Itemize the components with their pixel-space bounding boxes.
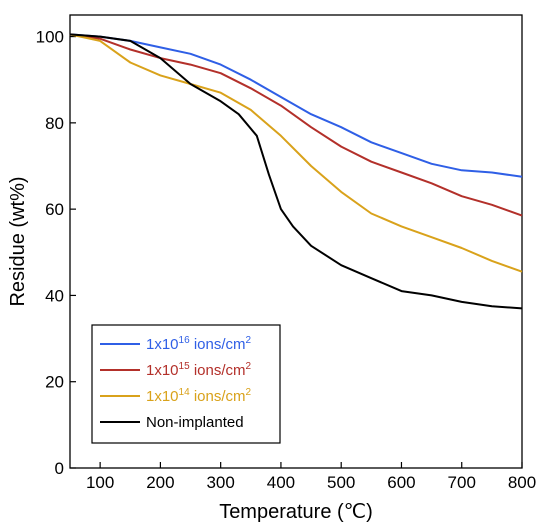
legend-label-part: 15 [179,361,191,372]
x-axis: 100 200 300 400 500 600 700 800 [86,462,536,492]
y-tick-label: 60 [45,200,64,219]
y-tick-label: 100 [36,28,64,47]
legend-label: 1x1016 ions/cm2 [146,335,252,353]
x-tick-label: 400 [267,473,295,492]
x-tick-label: 200 [146,473,174,492]
plot-frame [69,14,523,469]
series-layer [69,33,523,310]
x-tick-label: 700 [448,473,476,492]
x-tick-label: 100 [86,473,114,492]
legend-label-part: 1x10 [146,362,179,379]
legend-label-part: 14 [179,387,191,398]
y-axis: 0 20 40 60 80 100 [36,28,76,478]
legend-label-part: ions/cm [190,362,246,379]
legend-label: 1x1014 ions/cm2 [146,387,252,405]
legend-label: Non-implanted [146,414,244,431]
y-tick-label: 40 [45,286,64,305]
x-axis-title: Temperature (℃) [219,501,373,523]
legend-label-part: ions/cm [190,388,246,405]
y-axis-title: Residue (wt%) [7,176,29,306]
y-tick-label: 0 [55,459,64,478]
legend-label-part: 2 [246,387,252,398]
legend-label-part: 16 [179,335,191,346]
y-tick-label: 80 [45,114,64,133]
legend-label-part: ions/cm [190,336,246,353]
legend-label-part: 2 [246,361,252,372]
x-tick-label: 300 [206,473,234,492]
y-tick-label: 20 [45,373,64,392]
legend-label-part: 1x10 [146,336,179,353]
series-line-1 [69,33,523,217]
series-line-3 [69,33,523,310]
x-tick-label: 500 [327,473,355,492]
x-tick-label: 600 [387,473,415,492]
legend-label-part: 1x10 [146,388,179,405]
x-tick-label: 800 [508,473,536,492]
legend-label-part: 2 [246,335,252,346]
series-line-0 [69,33,523,178]
series-line-2 [69,33,523,273]
legend-label: 1x1015 ions/cm2 [146,361,252,379]
